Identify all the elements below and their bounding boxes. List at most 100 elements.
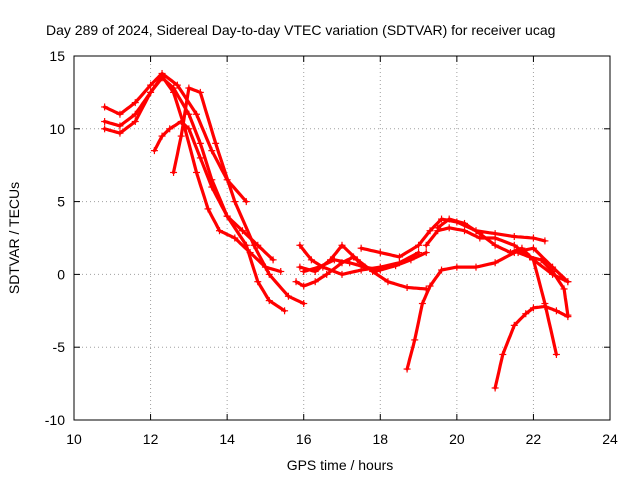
series-line-arc-5 bbox=[171, 86, 306, 306]
data-point-marker bbox=[438, 266, 446, 274]
data-point-marker bbox=[193, 168, 201, 176]
data-point-marker bbox=[166, 125, 174, 133]
x-tick-label: 22 bbox=[526, 431, 542, 447]
data-point-marker bbox=[311, 278, 319, 286]
series-line-arc-15 bbox=[516, 251, 570, 317]
data-point-marker bbox=[461, 227, 469, 235]
data-point-marker bbox=[510, 233, 518, 241]
series-line-arc-1 bbox=[103, 71, 248, 204]
data-point-marker bbox=[170, 88, 178, 96]
data-point-marker bbox=[518, 244, 526, 252]
x-tick-label: 24 bbox=[602, 431, 618, 447]
data-point-marker bbox=[196, 154, 204, 162]
data-point-marker bbox=[552, 350, 560, 358]
data-point-marker bbox=[204, 205, 212, 213]
data-point-marker bbox=[101, 125, 109, 133]
data-point-marker bbox=[300, 300, 308, 308]
data-point-marker bbox=[529, 234, 537, 242]
data-point-marker bbox=[101, 103, 109, 111]
x-tick-label: 20 bbox=[449, 431, 465, 447]
data-point-marker bbox=[223, 212, 231, 220]
data-point-marker bbox=[242, 198, 250, 206]
y-tick-label: 10 bbox=[49, 121, 65, 137]
data-point-marker bbox=[284, 292, 292, 300]
data-point-marker bbox=[395, 253, 403, 261]
data-point-marker bbox=[415, 241, 423, 249]
plot-frame bbox=[73, 55, 611, 421]
data-point-marker bbox=[338, 270, 346, 278]
series-line-arc-13 bbox=[436, 217, 558, 357]
data-point-marker bbox=[208, 183, 216, 191]
data-point-marker bbox=[541, 237, 549, 245]
data-point-marker bbox=[522, 310, 530, 318]
data-point-marker bbox=[101, 118, 109, 126]
data-point-marker bbox=[491, 234, 499, 242]
data-point-marker bbox=[196, 88, 204, 96]
x-tick-label: 14 bbox=[219, 431, 235, 447]
data-point-marker bbox=[353, 256, 361, 264]
x-tick-label: 12 bbox=[143, 431, 159, 447]
chart-title: Day 289 of 2024, Sidereal Day-to-day VTE… bbox=[46, 22, 555, 38]
y-tick-label: 5 bbox=[57, 194, 65, 210]
data-point-marker bbox=[193, 110, 201, 118]
data-point-marker bbox=[461, 219, 469, 227]
data-point-marker bbox=[250, 241, 258, 249]
data-point-marker bbox=[116, 129, 124, 137]
data-point-marker bbox=[330, 256, 338, 264]
data-point-marker bbox=[564, 311, 572, 319]
data-point-marker bbox=[529, 244, 537, 252]
data-point-marker bbox=[384, 278, 392, 286]
data-point-marker bbox=[296, 241, 304, 249]
data-point-marker bbox=[392, 262, 400, 270]
data-point-marker bbox=[491, 241, 499, 249]
data-point-marker bbox=[208, 147, 216, 155]
data-point-marker bbox=[212, 139, 220, 147]
data-point-marker bbox=[403, 284, 411, 292]
data-point-marker bbox=[238, 227, 246, 235]
series-layer bbox=[101, 69, 572, 392]
data-point-marker bbox=[158, 72, 166, 80]
data-point-marker bbox=[445, 224, 453, 232]
data-point-marker bbox=[346, 259, 354, 267]
data-point-marker bbox=[560, 285, 568, 293]
data-point-marker bbox=[116, 122, 124, 130]
data-point-marker bbox=[472, 263, 480, 271]
data-point-marker bbox=[323, 270, 331, 278]
data-point-marker bbox=[196, 139, 204, 147]
data-point-marker bbox=[300, 282, 308, 290]
data-point-marker bbox=[300, 267, 308, 275]
x-tick-label: 16 bbox=[296, 431, 312, 447]
data-point-marker bbox=[422, 241, 430, 249]
data-point-marker bbox=[499, 350, 507, 358]
data-point-marker bbox=[231, 234, 239, 242]
series-line-arc-11 bbox=[405, 246, 570, 371]
data-point-marker bbox=[170, 168, 178, 176]
x-tick-label: 10 bbox=[66, 431, 82, 447]
data-point-marker bbox=[131, 118, 139, 126]
y-tick-label: 15 bbox=[49, 48, 65, 64]
data-point-marker bbox=[564, 278, 572, 286]
data-point-marker bbox=[476, 230, 484, 238]
data-point-marker bbox=[131, 99, 139, 107]
data-point-marker bbox=[269, 256, 277, 264]
data-point-marker bbox=[434, 224, 442, 232]
data-point-marker bbox=[426, 282, 434, 290]
data-point-marker bbox=[265, 297, 273, 305]
data-point-marker bbox=[116, 110, 124, 118]
series-line-arc-12 bbox=[424, 226, 570, 284]
data-point-marker bbox=[254, 278, 262, 286]
data-point-marker bbox=[418, 300, 426, 308]
data-point-marker bbox=[403, 365, 411, 373]
series-line-arc-4 bbox=[152, 119, 287, 313]
y-tick-label: -10 bbox=[45, 412, 65, 428]
data-point-marker bbox=[231, 198, 239, 206]
data-point-marker bbox=[526, 253, 534, 261]
data-point-marker bbox=[491, 384, 499, 392]
data-point-marker bbox=[514, 249, 522, 257]
data-point-marker bbox=[315, 263, 323, 271]
series-line-arc-14 bbox=[493, 304, 570, 390]
data-point-marker bbox=[338, 241, 346, 249]
data-point-marker bbox=[529, 304, 537, 312]
data-point-marker bbox=[173, 81, 181, 89]
